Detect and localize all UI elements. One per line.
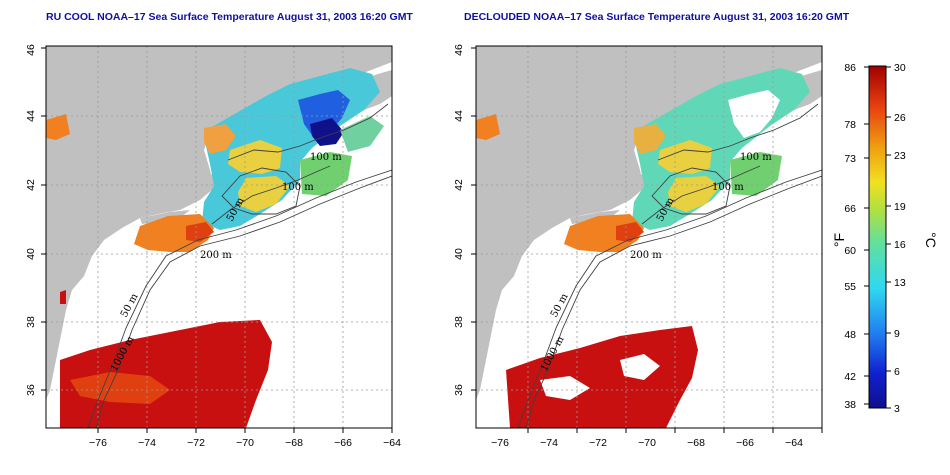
left-lat-axis: 36 38 40 42 44 46 xyxy=(25,44,46,396)
fahrenheit-tick: 60 xyxy=(844,245,856,257)
lon-tick-label: −72 xyxy=(187,437,205,449)
left-map-panel: 100 m 100 m 50 m 200 m 50 m 1000 m xyxy=(46,46,392,428)
lon-tick-label: −70 xyxy=(236,437,254,449)
left-lon-axis: −76 −74 −72 −70 −68 −66 −64 xyxy=(89,428,401,449)
celsius-tick: 23 xyxy=(894,150,906,162)
lon-tick-label: −64 xyxy=(383,437,401,449)
lat-tick-label: 40 xyxy=(453,248,465,260)
lon-tick-label: −68 xyxy=(285,437,303,449)
lon-tick-label: −76 xyxy=(89,437,107,449)
right-map-panel: 100 m 100 m 50 m 200 m 50 m 1000 m xyxy=(476,46,822,428)
fahrenheit-tick: 55 xyxy=(844,281,856,293)
fahrenheit-unit-label: °F xyxy=(831,233,847,247)
lat-tick-label: 38 xyxy=(25,316,37,328)
contour-label: 200 m xyxy=(200,250,232,261)
lat-tick-label: 44 xyxy=(453,110,465,122)
contour-label: 100 m xyxy=(740,152,772,163)
colorbar: 86 78 73 66 60 55 48 42 38 30 26 23 19 1… xyxy=(831,62,939,415)
fahrenheit-tick: 73 xyxy=(844,153,856,165)
lon-tick-label: −64 xyxy=(785,437,803,449)
lon-tick-label: −76 xyxy=(491,437,509,449)
lat-tick-label: 36 xyxy=(453,384,465,396)
lat-tick-label: 44 xyxy=(25,110,37,122)
celsius-tick: 13 xyxy=(894,277,906,289)
right-map-title: DECLOUDED NOAA–17 Sea Surface Temperatur… xyxy=(464,11,850,23)
contour-label: 100 m xyxy=(310,152,342,163)
left-map-title: RU COOL NOAA–17 Sea Surface Temperature … xyxy=(46,11,413,23)
lat-tick-label: 36 xyxy=(25,384,37,396)
lat-tick-label: 42 xyxy=(453,179,465,191)
fahrenheit-tick: 66 xyxy=(844,203,856,215)
right-map-frame xyxy=(475,45,823,429)
fahrenheit-tick: 86 xyxy=(844,62,856,74)
lon-tick-label: −72 xyxy=(589,437,607,449)
celsius-tick: 26 xyxy=(894,112,906,124)
celsius-tick: 6 xyxy=(894,366,900,378)
right-lat-axis: 36 38 40 42 44 46 xyxy=(453,44,476,396)
lat-tick-label: 46 xyxy=(25,44,37,56)
contour-label: 100 m xyxy=(282,182,314,193)
lon-tick-label: −68 xyxy=(687,437,705,449)
lon-tick-label: −74 xyxy=(540,437,558,449)
celsius-tick: 3 xyxy=(894,403,900,415)
left-map-frame xyxy=(45,45,393,429)
contour-label: 200 m xyxy=(630,250,662,261)
lat-tick-label: 38 xyxy=(453,316,465,328)
contour-label: 100 m xyxy=(712,182,744,193)
lat-tick-label: 46 xyxy=(453,44,465,56)
celsius-tick: 9 xyxy=(894,328,900,340)
celsius-tick: 19 xyxy=(894,201,906,213)
fahrenheit-tick: 38 xyxy=(844,399,856,411)
lon-tick-label: −74 xyxy=(138,437,156,449)
right-lon-axis: −76 −74 −72 −70 −68 −66 −64 xyxy=(491,428,823,449)
fahrenheit-tick: 42 xyxy=(844,371,856,383)
celsius-unit-label: °C xyxy=(923,232,939,248)
celsius-tick: 30 xyxy=(894,62,906,74)
lon-tick-label: −66 xyxy=(736,437,754,449)
celsius-tick: 16 xyxy=(894,239,906,251)
lon-tick-label: −66 xyxy=(334,437,352,449)
lat-tick-label: 42 xyxy=(25,179,37,191)
lat-tick-label: 40 xyxy=(25,248,37,260)
fahrenheit-tick: 78 xyxy=(844,119,856,131)
lon-tick-label: −70 xyxy=(638,437,656,449)
fahrenheit-tick: 48 xyxy=(844,329,856,341)
colorbar-gradient xyxy=(868,65,887,409)
